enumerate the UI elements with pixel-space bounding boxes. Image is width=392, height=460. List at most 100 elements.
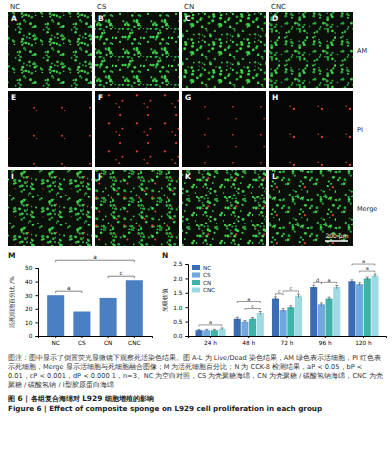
micrograph — [8, 12, 92, 88]
plot-marks — [47, 280, 143, 336]
significance-bracket — [352, 264, 375, 266]
panel-letter: J — [97, 172, 101, 181]
bar — [326, 299, 333, 336]
axis-line — [39, 337, 153, 339]
tick: 10 — [25, 320, 38, 326]
micrograph — [8, 91, 92, 167]
panel-letter: G — [185, 93, 191, 102]
tick-label: 1.5 — [173, 290, 183, 296]
significance-bracket — [199, 325, 222, 327]
axis-line — [189, 337, 387, 339]
x-axis: NCCSCNCNC — [39, 336, 153, 346]
tick: 40 — [25, 279, 38, 285]
row-label: PI — [357, 126, 363, 134]
significance-label: d — [316, 277, 319, 283]
plot-marks — [195, 274, 378, 336]
column-label: NC — [10, 3, 20, 11]
tick-mark — [36, 309, 39, 310]
figure-title: 图 6 | 各组复合海绵对 L929 细胞增殖的影响 — [8, 394, 384, 404]
column-label: CN — [184, 3, 194, 11]
bar — [249, 319, 256, 336]
micrograph — [269, 91, 353, 167]
tick-label: 40 — [25, 279, 33, 285]
figure-title-en: Figure 6 | Effect of composite sponge on… — [8, 404, 384, 414]
axis-line — [186, 265, 189, 337]
error-bar — [335, 285, 338, 288]
scale-bar-label: 200 μm — [325, 232, 348, 240]
row-label: AM — [357, 47, 367, 55]
significance-bracket — [321, 282, 336, 284]
tick: CS — [78, 336, 86, 346]
significance-bracket — [56, 260, 135, 262]
y-axis-title: 光吸收值 — [162, 288, 168, 312]
tick-label: 2.0 — [173, 276, 183, 282]
bar — [310, 287, 317, 336]
tick: 72 h — [281, 336, 294, 346]
tick-label: 2.5 — [173, 261, 183, 267]
error-bar — [358, 283, 361, 286]
panel-letter: D — [272, 14, 278, 23]
tick: CNC — [128, 336, 140, 346]
bar — [364, 278, 371, 336]
tick: CN — [104, 336, 112, 346]
x-axis: 24 h48 h72 h96 h120 h — [189, 336, 387, 346]
tick: 48 h — [242, 336, 255, 346]
bar — [195, 330, 202, 336]
legend-label: CN — [203, 280, 211, 286]
caption: 图注：图中显示了倒置荧光显微镜下观察死活染色结果。图 A-L 为 Live/De… — [8, 354, 384, 414]
tick-mark — [186, 278, 189, 279]
panel-letter: L — [272, 172, 277, 181]
tick: 2.5 — [173, 261, 188, 267]
tick-label: 24 h — [204, 340, 217, 346]
tick-mark — [55, 336, 56, 338]
y-axis-title: 活死细胞百分比 /% — [9, 276, 15, 328]
tick: 2.0 — [173, 276, 188, 282]
legend-label: NC — [203, 265, 211, 271]
panel-letter: H — [272, 93, 278, 102]
bar — [257, 313, 264, 336]
caption-text: 图注：图中显示了倒置荧光显微镜下观察死活染色结果。图 A-L 为 Live/De… — [8, 354, 384, 390]
significance-label: a — [67, 285, 71, 291]
error-bar — [282, 309, 285, 312]
bar — [126, 280, 143, 336]
significance-bracket — [108, 276, 134, 278]
panel-letter: I — [11, 172, 14, 181]
legend-swatch — [192, 265, 200, 270]
bar — [371, 276, 378, 336]
significance-label: a — [362, 258, 365, 264]
micrograph — [182, 170, 266, 246]
tick: 50 — [25, 265, 38, 271]
error-bar — [312, 285, 315, 288]
tick-mark — [210, 336, 211, 338]
bar — [219, 329, 226, 336]
tick: 30 — [25, 293, 38, 299]
panel-letter: N — [162, 251, 168, 260]
tick-mark — [36, 336, 39, 337]
error-bar — [243, 320, 246, 322]
error-bar — [297, 294, 300, 297]
panel-letter: M — [8, 251, 15, 260]
tick-label: 72 h — [281, 340, 294, 346]
row-label: Merge — [357, 205, 377, 213]
significance-label: c — [120, 270, 123, 276]
tick: 1.0 — [173, 305, 188, 311]
error-bar — [289, 306, 292, 309]
significance-label: a — [93, 254, 97, 260]
error-bar — [373, 274, 376, 277]
legend-swatch — [192, 273, 200, 278]
micrograph — [182, 91, 266, 167]
tick-mark — [36, 322, 39, 323]
error-bar — [366, 277, 369, 280]
bar — [333, 287, 340, 336]
tick-label: 96 h — [319, 340, 332, 346]
significance-bracket — [275, 294, 283, 296]
error-bar — [198, 329, 201, 331]
significance-label: c — [289, 285, 292, 291]
panel-letter: K — [185, 172, 192, 181]
legend-swatch — [192, 288, 200, 293]
significance-bracket — [245, 309, 260, 311]
column-label: CS — [97, 3, 107, 11]
panel-letter: F — [98, 93, 103, 102]
micrograph — [8, 170, 92, 246]
tick: 96 h — [319, 336, 332, 346]
